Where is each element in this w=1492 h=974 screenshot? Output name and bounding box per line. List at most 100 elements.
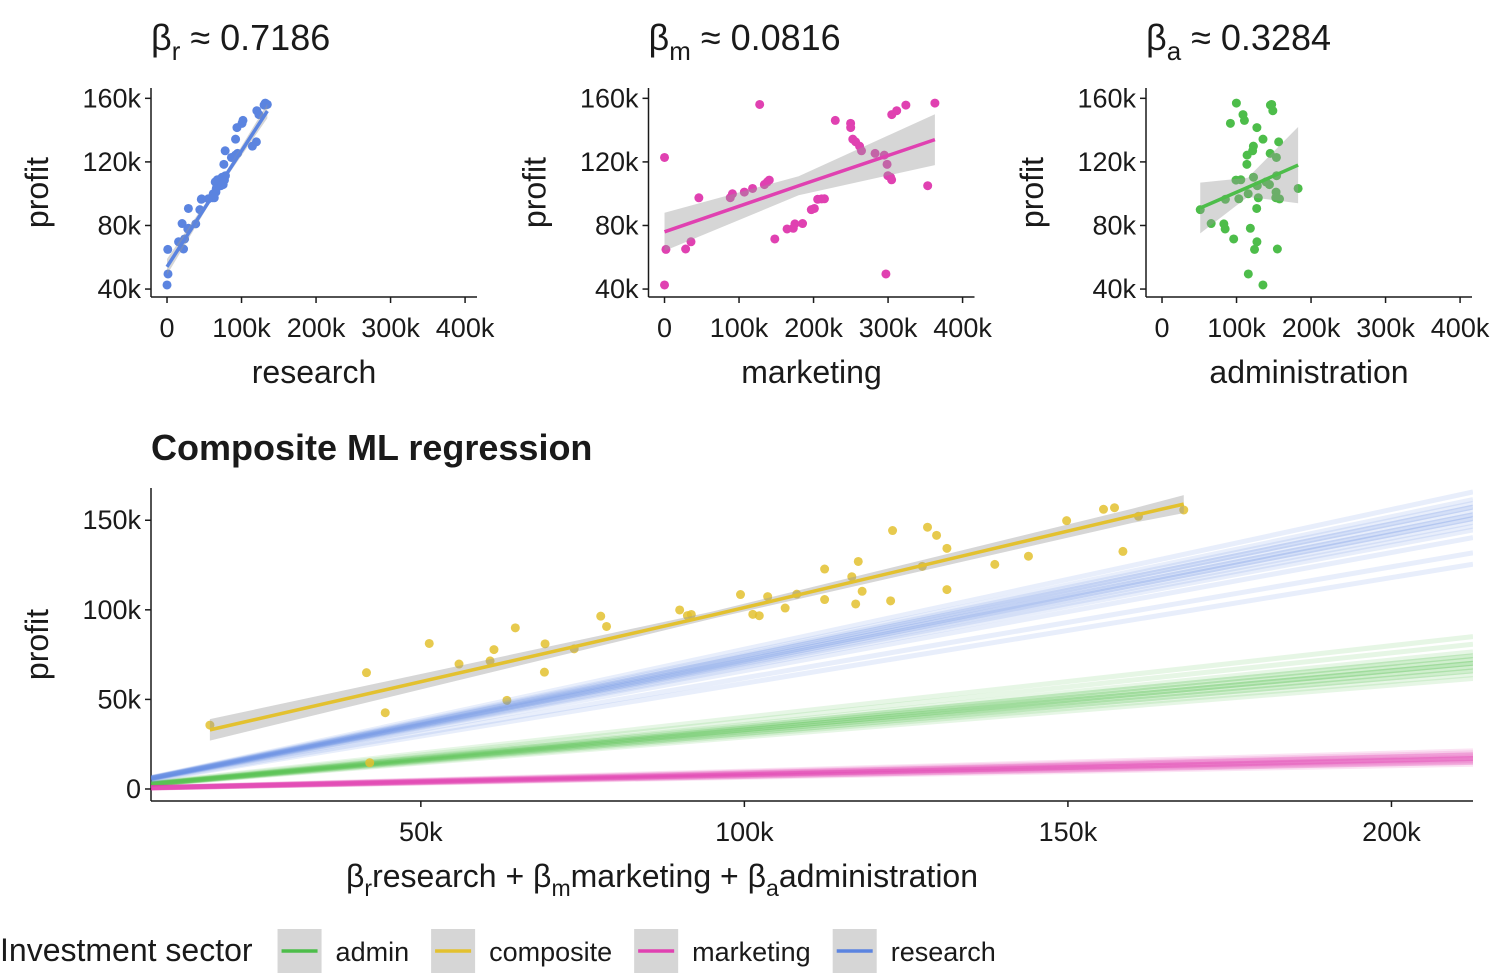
point (1220, 224, 1230, 234)
text-part: Composite ML regression (151, 427, 592, 468)
point (247, 141, 257, 151)
bootstrap-line (151, 757, 1473, 791)
point (686, 237, 696, 247)
point (1023, 551, 1033, 561)
point (847, 572, 857, 582)
legend-label: marketing (692, 937, 811, 967)
point (830, 115, 840, 125)
point (510, 623, 520, 633)
point (901, 100, 911, 110)
panel: βa ≈ 0.3284 40k 80k 120k 160k 0 100k 200k 300k 40… (1014, 17, 1490, 390)
bootstrap-line (151, 500, 1473, 781)
text-part: β (649, 17, 670, 58)
subscript: a (1167, 38, 1182, 66)
text-part: research + (372, 858, 533, 894)
point (932, 530, 942, 540)
y-tick-label: 120k (580, 147, 639, 177)
x-axis-title: βrresearch + βmmarketing + βaadministrat… (346, 858, 978, 901)
point (254, 110, 264, 120)
y-tick-label: 120k (82, 147, 141, 177)
point (782, 224, 792, 234)
x-tick-label: 100k (710, 313, 769, 343)
point (923, 522, 933, 532)
y-tick-label: 150k (82, 505, 141, 535)
confidence-band (664, 114, 935, 251)
point (660, 152, 670, 162)
bootstrap-line (151, 516, 1473, 781)
point (1268, 106, 1278, 116)
text-part: β (748, 858, 766, 894)
point (682, 611, 692, 621)
point (1275, 194, 1285, 204)
bootstrap-line (151, 497, 1473, 781)
point (754, 611, 764, 621)
x-tick-label: 400k (436, 313, 495, 343)
bootstrap-line (151, 508, 1473, 781)
point (1274, 137, 1284, 147)
point (1118, 546, 1128, 556)
x-tick-label: 0 (1155, 313, 1170, 343)
point (259, 100, 269, 110)
bootstrap-line (151, 748, 1473, 791)
text-part: β (533, 858, 551, 894)
point (424, 638, 434, 648)
point (856, 146, 866, 156)
x-tick-label: 200k (287, 313, 346, 343)
point (759, 180, 769, 190)
y-tick-label: 40k (1092, 274, 1136, 304)
point (1229, 234, 1239, 244)
bootstrap-line (151, 759, 1473, 791)
x-tick-label: 50k (399, 817, 443, 847)
y-axis-title: profit (19, 609, 55, 680)
point (1252, 123, 1262, 133)
y-tick-label: 160k (580, 83, 639, 113)
x-tick-label: 100k (715, 817, 774, 847)
y-tick-label: 160k (1077, 83, 1136, 113)
panel: βr ≈ 0.7186 40k 80k 120k 160k 0 100k 200k 300k 40… (19, 17, 495, 390)
point (882, 159, 892, 169)
subscript: a (766, 875, 779, 901)
x-tick-label: 150k (1039, 817, 1098, 847)
point (813, 194, 823, 204)
point (990, 559, 1000, 569)
point (1231, 98, 1241, 108)
point (596, 611, 606, 621)
legend-label: admin (336, 937, 410, 967)
point (380, 708, 390, 718)
x-tick-label: 300k (361, 313, 420, 343)
text-part: ≈ 0.3284 (1181, 17, 1331, 58)
point (1242, 150, 1252, 160)
point (942, 543, 952, 553)
bootstrap-line (151, 527, 1473, 782)
point (1245, 223, 1255, 233)
point (675, 605, 685, 615)
point (1264, 180, 1274, 190)
subscript: m (669, 38, 691, 66)
bootstrap-line (151, 756, 1473, 791)
bootstrap-line (151, 752, 1473, 791)
point (748, 183, 758, 193)
point (725, 193, 735, 203)
text-part: β (151, 17, 172, 58)
subscript: r (172, 38, 181, 66)
point (851, 599, 861, 609)
y-tick-label: 40k (97, 274, 141, 304)
bootstrap-line (151, 761, 1473, 791)
x-tick-label: 100k (1207, 313, 1266, 343)
x-tick-label: 200k (784, 313, 843, 343)
bootstrap-line (151, 535, 1473, 782)
y-tick-label: 80k (595, 210, 639, 240)
point (1225, 118, 1235, 128)
point (1243, 269, 1253, 279)
x-tick-label: 200k (1362, 817, 1421, 847)
point (930, 98, 940, 108)
bootstrap-line (151, 504, 1473, 781)
point (1231, 175, 1241, 185)
point (226, 152, 236, 162)
bootstrap-line (151, 523, 1473, 782)
point (1252, 203, 1262, 213)
bootstrap-line (151, 561, 1473, 783)
y-axis-title: profit (1014, 157, 1050, 228)
y-tick-label: 50k (97, 684, 141, 714)
point (183, 203, 193, 213)
